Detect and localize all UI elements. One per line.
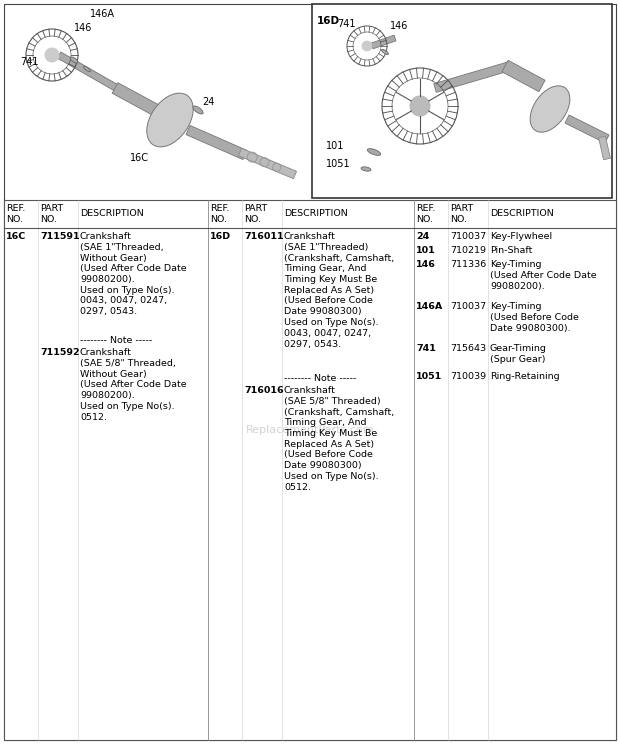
Text: 741: 741 (416, 344, 436, 353)
Text: DESCRIPTION: DESCRIPTION (284, 210, 348, 219)
Text: 741: 741 (20, 57, 38, 67)
Text: 146: 146 (390, 21, 409, 31)
Text: 16C: 16C (6, 232, 26, 241)
Polygon shape (186, 126, 247, 159)
Text: 711336: 711336 (450, 260, 486, 269)
Text: 101: 101 (416, 246, 436, 255)
Text: 1051: 1051 (326, 159, 351, 169)
Polygon shape (434, 62, 512, 92)
Text: 101: 101 (326, 141, 344, 151)
Text: 711591: 711591 (40, 232, 79, 241)
Text: DESCRIPTION: DESCRIPTION (490, 210, 554, 219)
Text: 146: 146 (416, 260, 436, 269)
Text: 146: 146 (74, 23, 92, 33)
Text: 710037: 710037 (450, 302, 486, 311)
Circle shape (45, 48, 59, 62)
Text: PART
NO.: PART NO. (450, 205, 473, 224)
Text: 146A: 146A (90, 9, 115, 19)
Polygon shape (239, 148, 296, 179)
Text: 1051: 1051 (416, 372, 442, 381)
Text: 715643: 715643 (450, 344, 486, 353)
Polygon shape (565, 115, 609, 143)
Text: REF.
NO.: REF. NO. (416, 205, 435, 224)
Polygon shape (371, 35, 396, 49)
Text: Crankshaft
(SAE 1"Threaded,
Without Gear)
(Used After Code Date
99080200).
Used : Crankshaft (SAE 1"Threaded, Without Gear… (80, 232, 187, 316)
Text: -------- Note -----: -------- Note ----- (284, 374, 356, 383)
Text: Gear-Timing
(Spur Gear): Gear-Timing (Spur Gear) (490, 344, 547, 364)
Text: 16C: 16C (130, 153, 149, 163)
Text: 716011: 716011 (244, 232, 283, 241)
Text: Key-Timing
(Used After Code Date
99080200).: Key-Timing (Used After Code Date 9908020… (490, 260, 596, 290)
Bar (312, 4, 612, 198)
Text: 710219: 710219 (450, 246, 486, 255)
Text: REF.
NO.: REF. NO. (210, 205, 229, 224)
Text: 16D: 16D (317, 16, 340, 26)
Ellipse shape (368, 149, 381, 155)
Text: Crankshaft
(SAE 5/8" Threaded,
Without Gear)
(Used After Code Date
99080200).
Us: Crankshaft (SAE 5/8" Threaded, Without G… (80, 348, 187, 422)
Circle shape (362, 41, 372, 51)
Ellipse shape (361, 167, 371, 171)
Text: DESCRIPTION: DESCRIPTION (80, 210, 144, 219)
Text: 24: 24 (416, 232, 429, 241)
Text: Pin-Shaft: Pin-Shaft (490, 246, 533, 255)
Text: Crankshaft
(SAE 1"Threaded)
(Crankshaft, Camshaft,
Timing Gear, And
Timing Key M: Crankshaft (SAE 1"Threaded) (Crankshaft,… (284, 232, 394, 348)
Text: PART
NO.: PART NO. (40, 205, 63, 224)
Text: 716016: 716016 (244, 386, 283, 395)
Text: 24: 24 (202, 97, 215, 107)
Polygon shape (57, 52, 122, 93)
Polygon shape (502, 60, 545, 92)
Text: 711592: 711592 (40, 348, 79, 357)
Ellipse shape (70, 57, 78, 63)
Ellipse shape (193, 106, 203, 114)
Bar (4, 200, 616, 740)
Text: Crankshaft
(SAE 5/8" Threaded)
(Crankshaft, Camshaft,
Timing Gear, And
Timing Ke: Crankshaft (SAE 5/8" Threaded) (Cranksha… (284, 386, 394, 492)
Polygon shape (598, 136, 611, 160)
Text: Ring-Retaining: Ring-Retaining (490, 372, 560, 381)
Ellipse shape (84, 66, 91, 71)
Text: 146A: 146A (416, 302, 443, 311)
Text: -------- Note -----: -------- Note ----- (80, 336, 153, 345)
Text: Key-Flywheel: Key-Flywheel (490, 232, 552, 241)
Text: REF.
NO.: REF. NO. (6, 205, 25, 224)
Ellipse shape (382, 49, 388, 54)
Text: 741: 741 (337, 19, 355, 29)
Text: 710037: 710037 (450, 232, 486, 241)
Text: 710039: 710039 (450, 372, 486, 381)
Polygon shape (112, 83, 168, 121)
Ellipse shape (530, 86, 570, 132)
Text: 16D: 16D (210, 232, 231, 241)
Text: PART
NO.: PART NO. (244, 205, 267, 224)
Text: Key-Timing
(Used Before Code
Date 99080300).: Key-Timing (Used Before Code Date 990803… (490, 302, 579, 333)
Text: ReplacementParts.com: ReplacementParts.com (246, 425, 374, 435)
Circle shape (410, 96, 430, 116)
Ellipse shape (147, 93, 193, 147)
